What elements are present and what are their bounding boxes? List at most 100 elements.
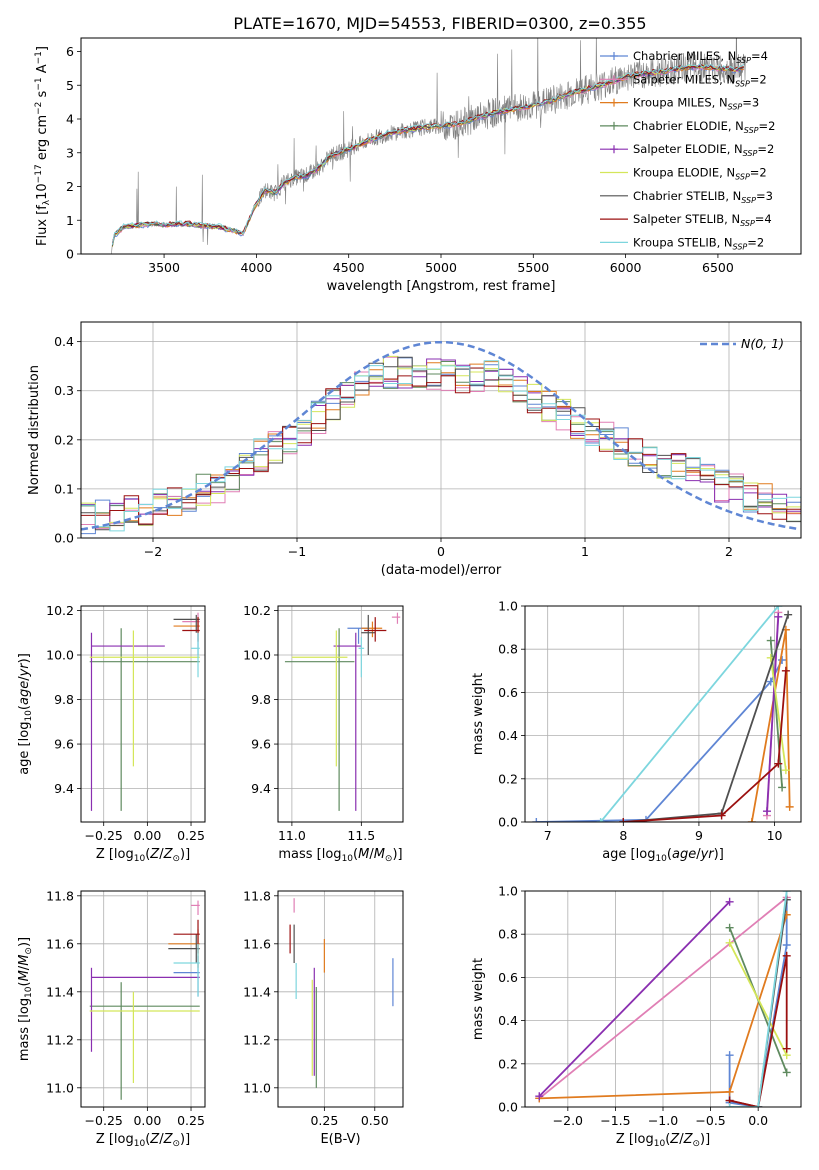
x-tick-label: 4000 <box>240 260 272 275</box>
weight-marker-salpeter_stelib <box>774 759 783 768</box>
legend-marker <box>610 121 618 130</box>
y-tick-label: 10.2 <box>243 603 271 618</box>
x-tick-label: 11.5 <box>347 828 375 843</box>
y-tick-label: 0.4 <box>498 1013 518 1028</box>
y-tick-label: 0 <box>66 247 74 262</box>
weight-marker-salpeter_elodie <box>725 897 734 906</box>
legend-label-salpeter_miles: Salpeter MILES, NSSP=2 <box>633 72 767 88</box>
weight-marker-chabrier_miles <box>725 1051 734 1060</box>
y-tick-label: 0.2 <box>498 771 518 786</box>
y-tick-label: 0.2 <box>498 1056 518 1071</box>
weight-vs-age-panel: 7 8 9 10 0.0 0.2 0.4 0.6 0.8 1.0 age [log10(age/yr… <box>471 599 802 864</box>
y-tick-label: 9.8 <box>251 692 271 707</box>
legend-label-salpeter_stelib: Salpeter STELIB, NSSP=4 <box>633 212 772 228</box>
weight-line-salpeter_stelib <box>729 955 788 1107</box>
weight-line-salpeter_miles <box>538 896 788 1100</box>
x-tick-label: 0.0 <box>748 1113 768 1128</box>
weight-marker-kroupa_stelib <box>754 1103 763 1107</box>
x-tick-label: 2 <box>725 544 733 559</box>
legend-label-kroupa_stelib: Kroupa STELIB, NSSP=2 <box>633 235 764 251</box>
y-tick-label: 0.0 <box>498 815 518 830</box>
x-axis-label: E(B-V) <box>320 1132 360 1147</box>
weight-marker-kroupa_stelib <box>782 891 791 895</box>
y-tick-label: 0.3 <box>54 383 74 398</box>
chart-panels: 3500 4000 4500 5000 5500 6000 6500 0 1 2 3 4 5 6 wavel… <box>17 37 802 1149</box>
weight-line-salpeter_stelib <box>623 670 787 822</box>
weight-marker-kroupa_stelib <box>725 1103 734 1107</box>
y-tick-label: 0.8 <box>498 642 518 657</box>
y-tick-label: 9.4 <box>251 781 271 796</box>
x-tick-label: 6000 <box>610 260 642 275</box>
mass-vs-EBV-panel: 0.25 0.50 11.0 11.2 11.4 11.6 11.8 E(B-V) <box>243 888 404 1147</box>
legend-label-chabrier_miles: Chabrier MILES, NSSP=4 <box>633 49 768 65</box>
x-tick-label: 8 <box>619 828 627 843</box>
x-tick-label: 0.25 <box>310 1113 338 1128</box>
legend-marker <box>610 52 618 60</box>
legend-label-chabrier_elodie: Chabrier ELODIE, NSSP=2 <box>633 119 775 135</box>
y-tick-label: 10.2 <box>46 603 74 618</box>
y-tick-label: 4 <box>66 112 74 127</box>
legend-label-salpeter_elodie: Salpeter ELODIE, NSSP=2 <box>633 142 774 158</box>
histogram-salpeter_miles <box>81 356 801 530</box>
x-tick-label: −2 <box>144 544 162 559</box>
residuals-panel: −2 −1 0 1 2 0.0 0.1 0.2 0.3 0.4 (data-model)/error… <box>27 321 802 578</box>
x-tick-label: 4500 <box>333 260 365 275</box>
y-tick-label: 1 <box>66 213 74 228</box>
y-tick-label: 9.8 <box>54 692 74 707</box>
weight-line-kroupa_stelib <box>729 891 788 1107</box>
axes-frame <box>80 605 206 823</box>
weight-marker-chabrier_miles <box>778 656 787 664</box>
x-axis-label: wavelength [Angstrom, rest frame] <box>327 279 556 294</box>
x-tick-label: 0.25 <box>177 1113 205 1128</box>
y-tick-label: 11.4 <box>46 984 74 999</box>
x-tick-label: 9 <box>695 828 703 843</box>
y-tick-label: 9.6 <box>251 737 271 752</box>
y-tick-label: 1.0 <box>498 599 518 614</box>
legend-marker <box>610 75 618 84</box>
age-vs-mass-panel: 11.0 11.5 9.4 9.6 9.8 10.0 10.2 mass [log10(M/M… <box>243 603 404 864</box>
y-tick-label: 0.6 <box>498 685 518 700</box>
weight-line-kroupa_elodie <box>769 657 787 771</box>
y-tick-label: 0.2 <box>54 432 74 447</box>
x-tick-label: −0.25 <box>85 828 123 843</box>
y-tick-label: 11.8 <box>243 888 271 903</box>
legend-label-kroupa_miles: Kroupa MILES, NSSP=3 <box>633 96 759 112</box>
axes-frame <box>80 890 206 1108</box>
x-tick-label: 0.00 <box>133 1113 161 1128</box>
weight-marker-kroupa_elodie <box>781 766 790 775</box>
weight-marker-chabrier_miles <box>782 941 791 949</box>
x-axis-label: Z [log10(Z/Z⊙)] <box>616 1132 710 1149</box>
x-tick-label: 0.25 <box>177 828 205 843</box>
weight-marker-chabrier_elodie <box>725 923 734 932</box>
weight-line-chabrier_miles <box>728 899 788 1107</box>
x-tick-label: 0.50 <box>361 1113 389 1128</box>
y-tick-label: 5 <box>66 78 74 93</box>
y-tick-label: 11.4 <box>243 984 271 999</box>
weight-marker-kroupa_miles <box>725 1087 734 1096</box>
weight-marker-salpeter_elodie <box>774 612 783 621</box>
x-tick-label: −0.25 <box>85 1113 123 1128</box>
axes-frame <box>524 605 802 823</box>
x-axis-label: age [log10(age/yr)] <box>602 847 724 864</box>
axes-frame <box>80 321 802 539</box>
weight-marker-salpeter_elodie <box>762 807 771 816</box>
y-tick-label: 3 <box>66 145 74 160</box>
axes-frame <box>524 890 802 1108</box>
normal-curve <box>81 340 799 531</box>
y-tick-label: 11.2 <box>46 1032 74 1047</box>
histogram-kroupa_stelib <box>81 360 801 532</box>
y-tick-label: 11.2 <box>243 1032 271 1047</box>
y-tick-label: 10.0 <box>243 647 271 662</box>
x-axis-label: (data-model)/error <box>381 563 502 578</box>
x-tick-label: 10 <box>767 828 783 843</box>
y-tick-label: 2 <box>66 179 74 194</box>
spectrum-legend: Chabrier MILES, NSSP=4 Salpeter MILES, NS… <box>600 49 775 251</box>
x-axis-label: mass [log10(M/M⊙)] <box>278 847 402 864</box>
weight-line-kroupa_elodie <box>728 942 788 1056</box>
weight-marker-chabrier_elodie <box>766 636 775 645</box>
y-tick-label: 9.4 <box>54 781 74 796</box>
x-tick-label: 7 <box>544 828 552 843</box>
y-axis-label: Flux [fλ10−17 erg cm−2 s−1 A−1] <box>34 46 52 246</box>
weight-marker-chabrier_miles <box>532 818 541 822</box>
